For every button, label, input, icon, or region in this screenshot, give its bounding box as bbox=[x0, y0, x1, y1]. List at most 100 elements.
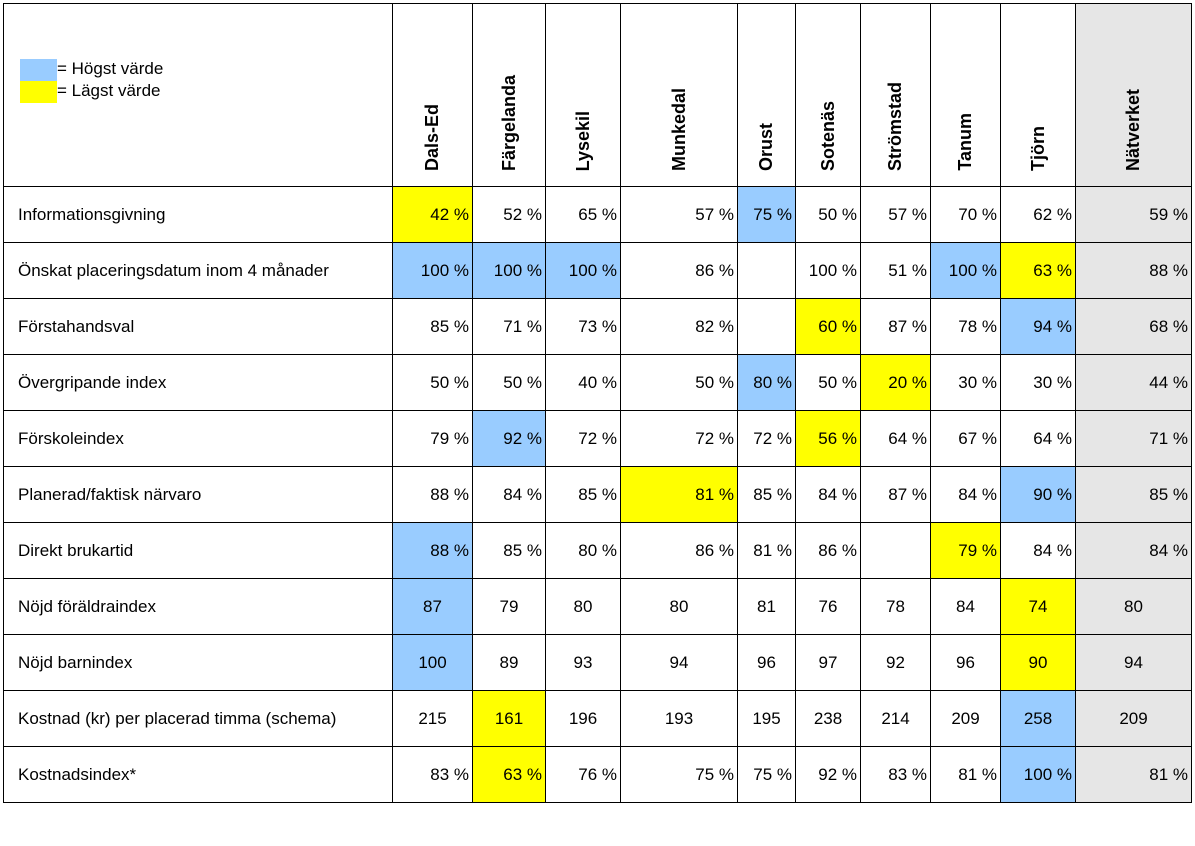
legend-label: = Lägst värde bbox=[57, 81, 161, 100]
table-cell: 65 % bbox=[545, 186, 621, 243]
table-cell: 193 bbox=[620, 690, 738, 747]
table-cell: 50 % bbox=[795, 354, 861, 411]
column-header-text: Tjörn bbox=[1027, 126, 1048, 171]
legend-item: = Lägst värde bbox=[20, 81, 392, 103]
table-cell: 88 % bbox=[392, 522, 473, 579]
table-cell: 72 % bbox=[545, 410, 621, 467]
table: = Högst värde = Lägst värde Dals-Ed Färgel… bbox=[3, 3, 1192, 803]
table-cell: 100 % bbox=[472, 242, 546, 299]
table-cell: 94 bbox=[1075, 634, 1192, 691]
table-cell: 92 % bbox=[795, 746, 861, 803]
table-cell: 68 % bbox=[1075, 298, 1192, 355]
column-header: Orust bbox=[737, 3, 796, 187]
table-cell: 30 % bbox=[1000, 354, 1076, 411]
table-cell: 52 % bbox=[472, 186, 546, 243]
table-cell: 86 % bbox=[620, 522, 738, 579]
table-cell: 84 % bbox=[472, 466, 546, 523]
table-row: Förstahandsval 85 % 71 % 73 % 82 % 60 % 87 % 78… bbox=[3, 298, 1192, 355]
table-cell: 100 % bbox=[930, 242, 1001, 299]
column-header: Sotenäs bbox=[795, 3, 861, 187]
table-cell: 79 bbox=[472, 578, 546, 635]
table-cell: 84 % bbox=[795, 466, 861, 523]
table-cell: 60 % bbox=[795, 298, 861, 355]
table-cell: 72 % bbox=[620, 410, 738, 467]
table-row: Informationsgivning 42 % 52 % 65 % 57 % 75 % 5… bbox=[3, 186, 1192, 243]
table-cell: 161 bbox=[472, 690, 546, 747]
table-cell: 100 % bbox=[795, 242, 861, 299]
table-row: Direkt brukartid 88 % 85 % 80 % 86 % 81 % 86 %… bbox=[3, 522, 1192, 579]
column-header: Lysekil bbox=[545, 3, 621, 187]
column-header-text: Lysekil bbox=[572, 110, 593, 171]
table-cell: 81 bbox=[737, 578, 796, 635]
table-cell: 80 % bbox=[545, 522, 621, 579]
table-cell: 44 % bbox=[1075, 354, 1192, 411]
table-cell: 215 bbox=[392, 690, 473, 747]
table-cell: 209 bbox=[930, 690, 1001, 747]
table-cell: 50 % bbox=[392, 354, 473, 411]
table-cell: 73 % bbox=[545, 298, 621, 355]
table-cell: 84 % bbox=[1000, 522, 1076, 579]
row-label: Kostnad (kr) per placerad timma (schema) bbox=[3, 690, 393, 747]
row-label: Direkt brukartid bbox=[3, 522, 393, 579]
table-cell: 40 % bbox=[545, 354, 621, 411]
table-cell: 74 bbox=[1000, 578, 1076, 635]
table-row: Önskat placeringsdatum inom 4 månader 100… bbox=[3, 242, 1192, 299]
table-cell: 87 bbox=[392, 578, 473, 635]
table-cell: 63 % bbox=[1000, 242, 1076, 299]
table-cell: 76 bbox=[795, 578, 861, 635]
table-cell: 75 % bbox=[737, 186, 796, 243]
table-cell: 81 % bbox=[620, 466, 738, 523]
table-cell: 92 % bbox=[472, 410, 546, 467]
column-header-text: Sotenäs bbox=[817, 100, 838, 171]
table-cell: 196 bbox=[545, 690, 621, 747]
header-row: = Högst värde = Lägst värde Dals-Ed Färgel… bbox=[3, 3, 1192, 187]
row-label: Planerad/faktisk närvaro bbox=[3, 466, 393, 523]
table-cell: 51 % bbox=[860, 242, 931, 299]
table-cell: 84 % bbox=[930, 466, 1001, 523]
table-cell: 42 % bbox=[392, 186, 473, 243]
table-cell: 96 bbox=[930, 634, 1001, 691]
table-cell: 80 bbox=[620, 578, 738, 635]
table-cell: 80 % bbox=[737, 354, 796, 411]
table-cell: 81 % bbox=[737, 522, 796, 579]
table-cell: 214 bbox=[860, 690, 931, 747]
column-header: Strömstad bbox=[860, 3, 931, 187]
legend-swatch bbox=[20, 59, 57, 81]
table-row: Nöjd föräldraindex 87 79 80 80 81 76 78 84 74 80 bbox=[3, 578, 1192, 635]
table-cell: 83 % bbox=[860, 746, 931, 803]
column-header: Nätverket bbox=[1075, 3, 1192, 187]
row-label: Kostnadsindex* bbox=[3, 746, 393, 803]
table-cell: 50 % bbox=[620, 354, 738, 411]
column-header: Dals-Ed bbox=[392, 3, 473, 187]
table-cell: 94 % bbox=[1000, 298, 1076, 355]
table-cell: 75 % bbox=[737, 746, 796, 803]
row-label: Nöjd föräldraindex bbox=[3, 578, 393, 635]
row-label: Nöjd barnindex bbox=[3, 634, 393, 691]
table-cell: 76 % bbox=[545, 746, 621, 803]
column-header-text: Munkedal bbox=[668, 87, 689, 171]
table-cell: 64 % bbox=[860, 410, 931, 467]
table-row: Övergripande index 50 % 50 % 40 % 50 % 80 % 50… bbox=[3, 354, 1192, 411]
table-cell: 63 % bbox=[472, 746, 546, 803]
table-cell: 85 % bbox=[737, 466, 796, 523]
table-cell: 71 % bbox=[472, 298, 546, 355]
table-cell: 50 % bbox=[472, 354, 546, 411]
table-cell: 100 % bbox=[392, 242, 473, 299]
column-header-text: Tanum bbox=[955, 113, 975, 171]
table-cell: 57 % bbox=[620, 186, 738, 243]
table-cell: 97 bbox=[795, 634, 861, 691]
table-cell: 89 bbox=[472, 634, 546, 691]
table-cell: 87 % bbox=[860, 298, 931, 355]
table-cell: 85 % bbox=[472, 522, 546, 579]
table-cell: 85 % bbox=[392, 298, 473, 355]
legend-item: = Högst värde bbox=[20, 59, 392, 81]
table-cell: 93 bbox=[545, 634, 621, 691]
table-cell: 238 bbox=[795, 690, 861, 747]
table-cell: 67 % bbox=[930, 410, 1001, 467]
column-header: Färgelanda bbox=[472, 3, 546, 187]
table-cell: 81 % bbox=[930, 746, 1001, 803]
table-row: Kostnadsindex* 83 % 63 % 76 % 75 % 75 % 92 % 83… bbox=[3, 746, 1192, 803]
table-cell: 100 % bbox=[1000, 746, 1076, 803]
table-cell: 79 % bbox=[392, 410, 473, 467]
